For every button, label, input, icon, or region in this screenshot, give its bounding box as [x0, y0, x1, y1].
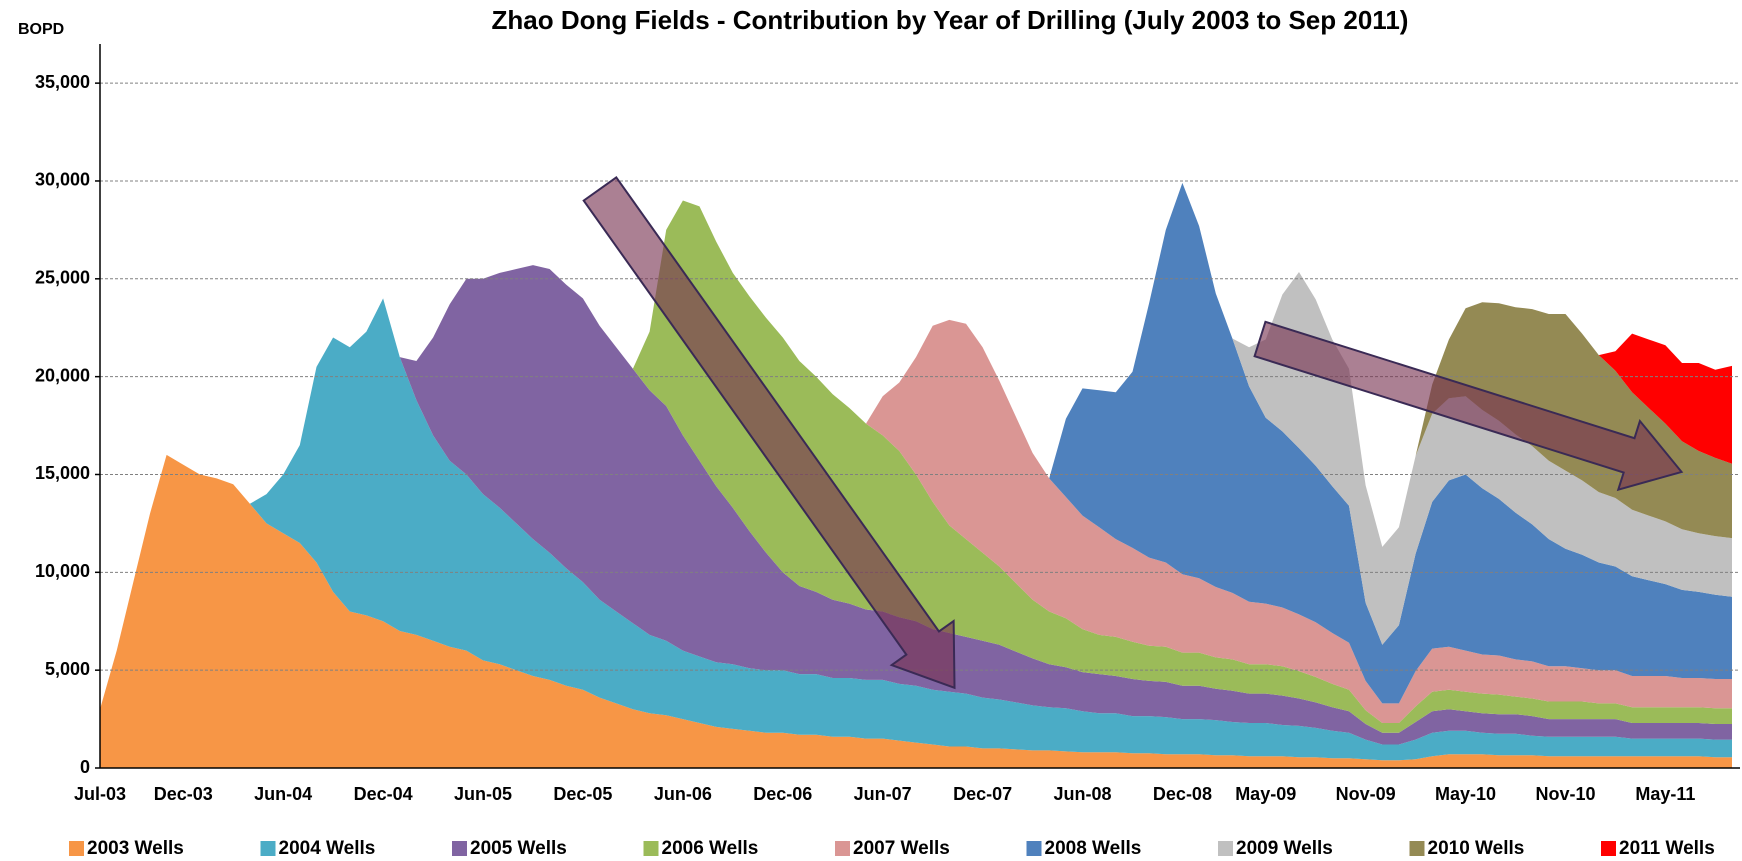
annotation-arrows [582, 176, 1684, 690]
area [100, 182, 1732, 710]
x-tick-label: Jun-08 [1054, 784, 1112, 804]
x-tick-label: Jun-06 [654, 784, 712, 804]
area [100, 298, 1732, 761]
x-tick-label: Dec-03 [154, 784, 213, 804]
x-tick-label: Dec-08 [1153, 784, 1212, 804]
y-tick-label: 10,000 [35, 561, 90, 581]
grid [95, 82, 1740, 769]
legend-label: 2010 Wells [1428, 838, 1525, 859]
x-tick-label: Dec-07 [953, 784, 1012, 804]
y-tick-label: 25,000 [35, 268, 90, 288]
x-tick-label: Jul-03 [74, 784, 126, 804]
y-tick-label: 20,000 [35, 365, 90, 385]
x-tick-label: Dec-04 [354, 784, 413, 804]
legend-label: 2009 Wells [1236, 838, 1333, 859]
legend-label: 2007 Wells [853, 838, 950, 859]
x-tick-label: Dec-05 [553, 784, 612, 804]
x-tick-label: May-10 [1435, 784, 1496, 804]
legend-swatch [1218, 841, 1233, 856]
arrow [1253, 320, 1684, 492]
legend-label: 2005 Wells [470, 838, 567, 859]
y-tick-label: 5,000 [45, 659, 90, 679]
legend-label: 2003 Wells [87, 838, 184, 859]
x-tick-label: Jun-05 [454, 784, 512, 804]
legend-label: 2011 Wells [1619, 838, 1715, 859]
x-tick-label: Jun-07 [854, 784, 912, 804]
plot-area [100, 182, 1732, 768]
legend-label: 2006 Wells [662, 838, 759, 859]
y-tick-label: 35,000 [35, 72, 90, 92]
y-tick-label: 15,000 [35, 463, 90, 483]
legend-swatch [69, 841, 84, 856]
x-tick-label: Nov-09 [1336, 784, 1396, 804]
area [100, 454, 1732, 768]
area [100, 265, 1732, 745]
legend-swatch [260, 841, 276, 856]
legend-swatch [1601, 841, 1616, 856]
x-tick-label: May-09 [1235, 784, 1296, 804]
legend-swatch [643, 841, 659, 856]
area [100, 200, 1732, 723]
x-tick-label: Dec-06 [753, 784, 812, 804]
legend-swatch [1026, 841, 1042, 856]
y-tick-label: 0 [80, 757, 90, 777]
y-axis-label: BOPD [18, 21, 64, 38]
y-tick-label: 30,000 [35, 170, 90, 190]
legend-swatch [835, 841, 850, 856]
legend-swatch [1409, 841, 1425, 856]
x-tick-label: Nov-10 [1535, 784, 1595, 804]
x-tick-label: Jun-04 [254, 784, 312, 804]
legend-label: 2008 Wells [1045, 838, 1142, 859]
legend-label: 2004 Wells [279, 838, 376, 859]
legend-swatch [452, 841, 467, 856]
arrow [582, 176, 956, 690]
x-tick-label: May-11 [1635, 784, 1695, 804]
chart-title: Zhao Dong Fields - Contribution by Year … [492, 5, 1409, 35]
